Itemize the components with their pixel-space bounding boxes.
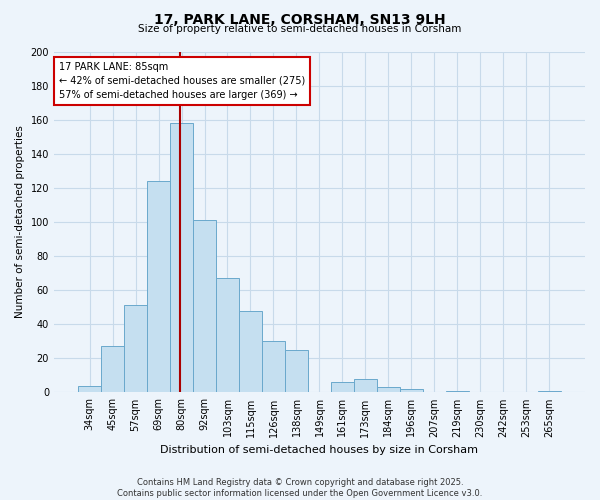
Bar [193,220,216,392]
Bar [262,342,285,392]
Bar [170,123,193,392]
Bar [285,350,308,393]
Bar [216,278,239,392]
Bar [446,390,469,392]
Bar [78,386,101,392]
Bar [101,346,124,393]
Y-axis label: Number of semi-detached properties: Number of semi-detached properties [15,126,25,318]
Bar [239,310,262,392]
X-axis label: Distribution of semi-detached houses by size in Corsham: Distribution of semi-detached houses by … [160,445,478,455]
Text: Size of property relative to semi-detached houses in Corsham: Size of property relative to semi-detach… [139,24,461,34]
Bar [354,379,377,392]
Bar [124,306,147,392]
Text: 17, PARK LANE, CORSHAM, SN13 9LH: 17, PARK LANE, CORSHAM, SN13 9LH [154,12,446,26]
Bar [331,382,354,392]
Bar [400,389,423,392]
Bar [538,390,561,392]
Text: 17 PARK LANE: 85sqm
← 42% of semi-detached houses are smaller (275)
57% of semi-: 17 PARK LANE: 85sqm ← 42% of semi-detach… [59,62,305,100]
Bar [147,181,170,392]
Bar [377,388,400,392]
Text: Contains HM Land Registry data © Crown copyright and database right 2025.
Contai: Contains HM Land Registry data © Crown c… [118,478,482,498]
